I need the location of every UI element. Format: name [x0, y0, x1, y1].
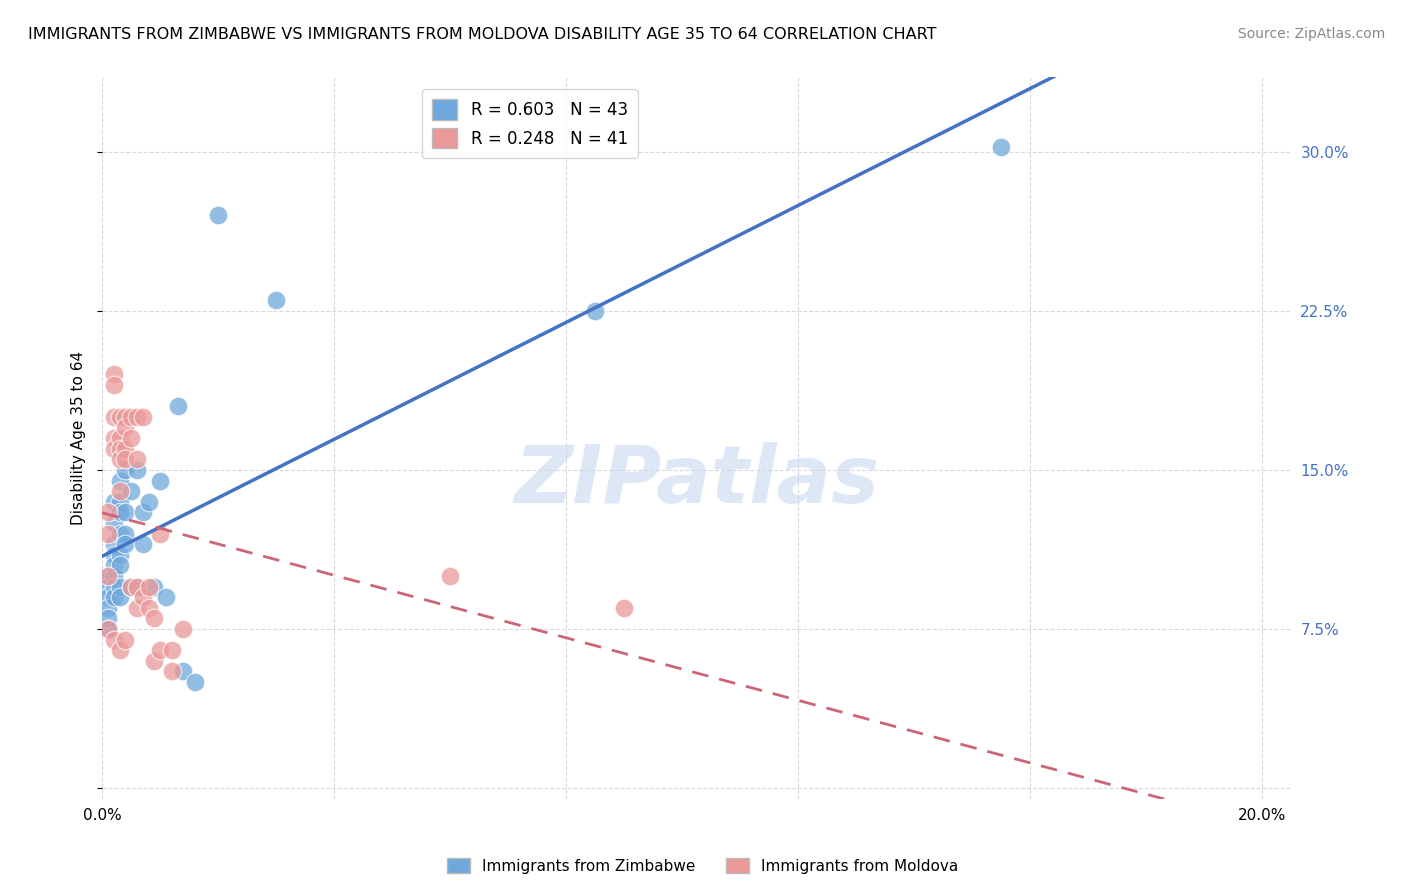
Point: [120, 431, 142, 445]
Point: [439, 569, 461, 583]
Point: [103, 378, 125, 392]
Point: [108, 526, 131, 541]
Point: [108, 442, 131, 456]
Point: [103, 569, 125, 583]
Point: [97, 505, 120, 519]
Point: [132, 591, 155, 605]
Legend: R = 0.603   N = 43, R = 0.248   N = 41: R = 0.603 N = 43, R = 0.248 N = 41: [422, 89, 638, 159]
Point: [160, 643, 183, 657]
Legend: Immigrants from Zimbabwe, Immigrants from Moldova: Immigrants from Zimbabwe, Immigrants fro…: [441, 852, 965, 880]
Point: [149, 643, 172, 657]
Point: [103, 580, 125, 594]
Text: IMMIGRANTS FROM ZIMBABWE VS IMMIGRANTS FROM MOLDOVA DISABILITY AGE 35 TO 64 CORR: IMMIGRANTS FROM ZIMBABWE VS IMMIGRANTS F…: [28, 27, 936, 42]
Point: [143, 580, 166, 594]
Point: [132, 409, 155, 424]
Point: [114, 420, 136, 434]
Y-axis label: Disability Age 35 to 64: Disability Age 35 to 64: [72, 351, 86, 525]
Point: [108, 558, 131, 573]
Point: [143, 611, 166, 625]
Point: [97, 569, 120, 583]
Point: [108, 474, 131, 488]
Point: [120, 409, 142, 424]
Point: [108, 591, 131, 605]
Point: [114, 409, 136, 424]
Point: [103, 632, 125, 647]
Point: [172, 665, 194, 679]
Point: [108, 494, 131, 508]
Point: [132, 505, 155, 519]
Point: [132, 537, 155, 551]
Point: [125, 580, 148, 594]
Point: [184, 675, 207, 690]
Point: [97, 600, 120, 615]
Point: [125, 580, 148, 594]
Point: [207, 208, 229, 222]
Point: [138, 494, 160, 508]
Point: [103, 494, 125, 508]
Point: [103, 409, 125, 424]
Point: [125, 409, 148, 424]
Point: [990, 140, 1012, 154]
Point: [97, 622, 120, 636]
Point: [166, 399, 188, 413]
Point: [108, 484, 131, 499]
Point: [97, 580, 120, 594]
Point: [120, 580, 142, 594]
Point: [149, 526, 172, 541]
Point: [108, 409, 131, 424]
Point: [103, 558, 125, 573]
Point: [114, 452, 136, 467]
Point: [114, 463, 136, 477]
Point: [103, 442, 125, 456]
Point: [108, 548, 131, 562]
Point: [125, 463, 148, 477]
Point: [138, 600, 160, 615]
Text: ZIPatlas: ZIPatlas: [515, 442, 879, 520]
Point: [143, 654, 166, 668]
Point: [97, 591, 120, 605]
Point: [114, 632, 136, 647]
Point: [114, 505, 136, 519]
Point: [108, 505, 131, 519]
Point: [264, 293, 287, 308]
Point: [120, 580, 142, 594]
Point: [114, 537, 136, 551]
Point: [97, 622, 120, 636]
Point: [103, 591, 125, 605]
Point: [583, 303, 606, 318]
Point: [114, 442, 136, 456]
Point: [103, 537, 125, 551]
Point: [103, 516, 125, 530]
Point: [114, 526, 136, 541]
Point: [138, 580, 160, 594]
Point: [103, 548, 125, 562]
Point: [172, 622, 194, 636]
Point: [108, 580, 131, 594]
Point: [108, 643, 131, 657]
Point: [125, 452, 148, 467]
Point: [155, 591, 177, 605]
Point: [97, 611, 120, 625]
Point: [97, 526, 120, 541]
Point: [103, 431, 125, 445]
Text: Source: ZipAtlas.com: Source: ZipAtlas.com: [1237, 27, 1385, 41]
Point: [103, 368, 125, 382]
Point: [108, 431, 131, 445]
Point: [125, 600, 148, 615]
Point: [120, 484, 142, 499]
Point: [108, 452, 131, 467]
Point: [613, 600, 636, 615]
Point: [97, 569, 120, 583]
Point: [149, 474, 172, 488]
Point: [160, 665, 183, 679]
